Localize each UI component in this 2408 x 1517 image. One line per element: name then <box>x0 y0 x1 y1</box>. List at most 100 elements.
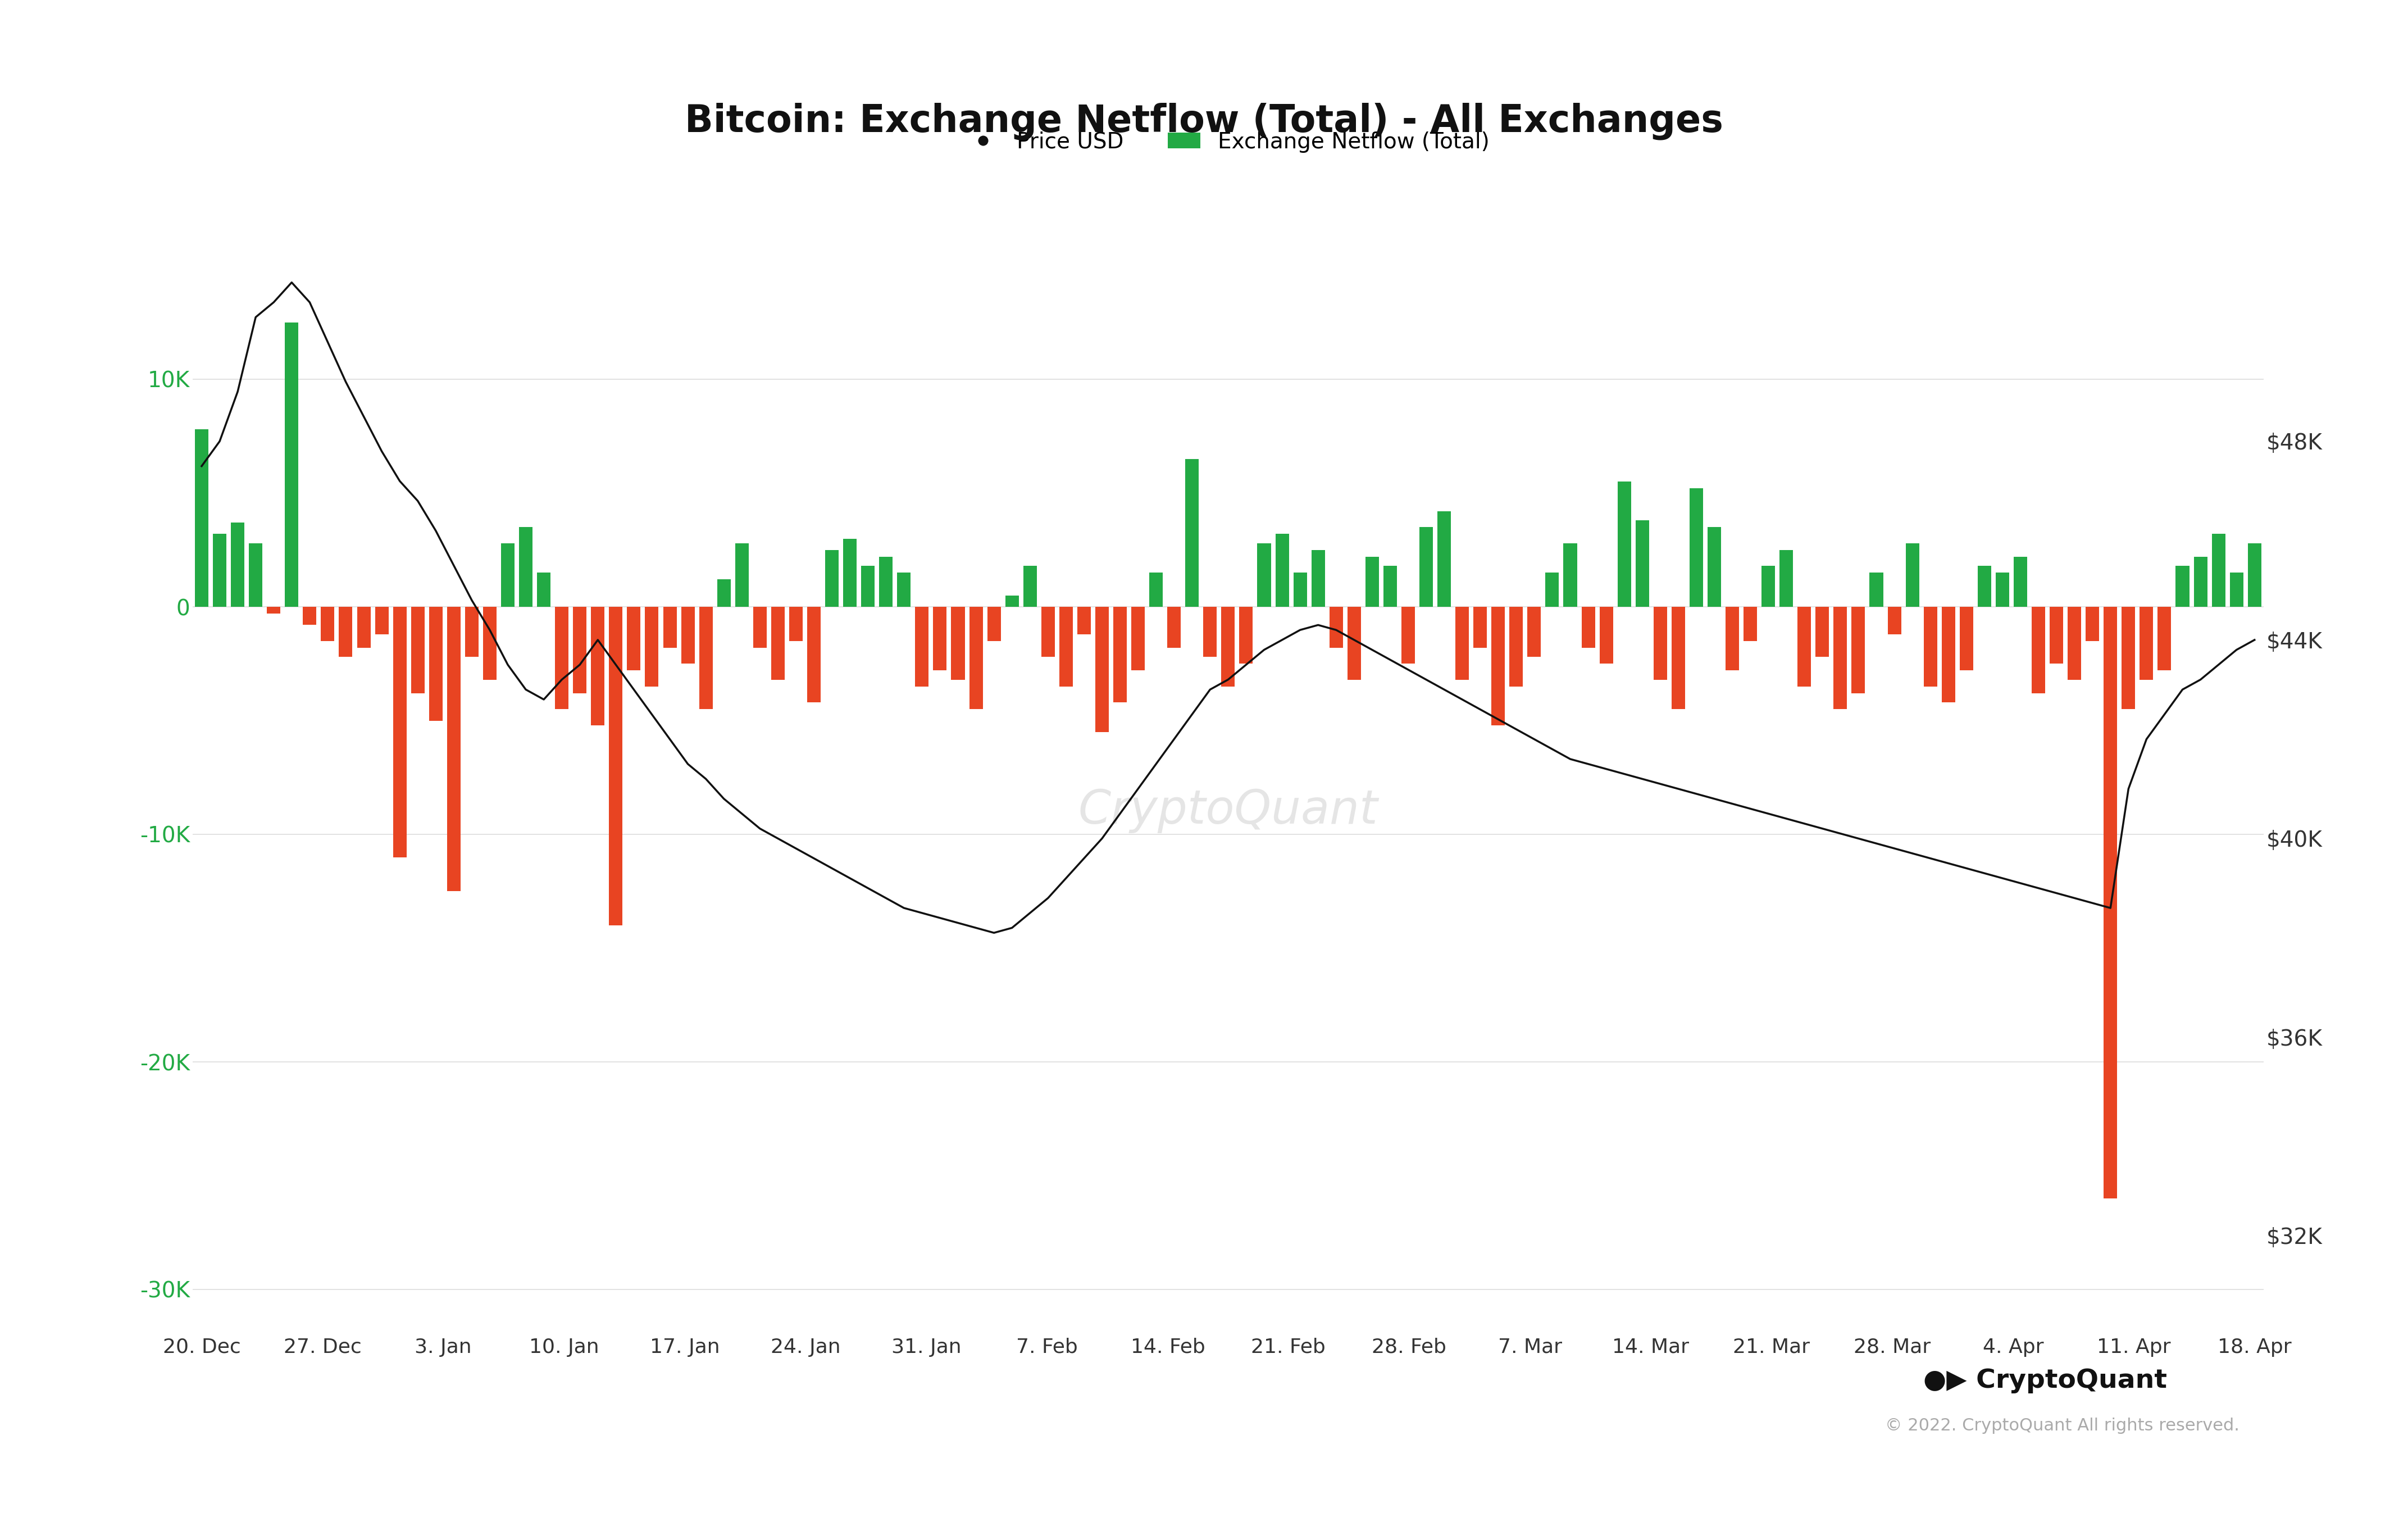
Bar <box>1348 607 1361 680</box>
Bar <box>1023 566 1038 607</box>
Bar <box>987 607 1002 640</box>
Bar <box>898 573 910 607</box>
Bar <box>1257 543 1271 607</box>
Bar <box>465 607 479 657</box>
Bar <box>284 323 299 607</box>
Bar <box>1076 607 1091 634</box>
Bar <box>1004 596 1019 607</box>
Bar <box>1690 488 1702 607</box>
Bar <box>807 607 821 702</box>
Bar <box>1168 607 1180 648</box>
Bar <box>718 579 730 607</box>
Bar <box>1293 573 1308 607</box>
Bar <box>2177 566 2189 607</box>
Bar <box>1491 607 1505 725</box>
Bar <box>1112 607 1127 702</box>
Bar <box>2068 607 2081 680</box>
Bar <box>1474 607 1488 648</box>
Bar <box>790 607 802 640</box>
Bar <box>2194 557 2208 607</box>
Bar <box>915 607 929 686</box>
Bar <box>412 607 424 693</box>
Bar <box>1060 607 1074 686</box>
Bar <box>2247 543 2261 607</box>
Bar <box>1996 573 2008 607</box>
Bar <box>1204 607 1216 657</box>
Bar <box>2158 607 2172 671</box>
Bar <box>843 539 857 607</box>
Bar <box>320 607 335 640</box>
Bar <box>1312 551 1324 607</box>
Bar <box>1527 607 1541 657</box>
Bar <box>609 607 624 925</box>
Bar <box>1816 607 1830 657</box>
Bar <box>2230 573 2244 607</box>
Bar <box>1365 557 1380 607</box>
Bar <box>1418 528 1433 607</box>
Bar <box>1924 607 1936 686</box>
Bar <box>554 607 568 710</box>
Bar <box>520 528 532 607</box>
Bar <box>1796 607 1811 686</box>
Bar <box>1941 607 1955 702</box>
Bar <box>1780 551 1794 607</box>
Bar <box>1329 607 1344 648</box>
Bar <box>1546 573 1558 607</box>
Bar <box>1905 543 1919 607</box>
Bar <box>1582 607 1594 648</box>
Bar <box>862 566 874 607</box>
Bar <box>1707 528 1722 607</box>
Bar <box>1654 607 1666 680</box>
Bar <box>1040 607 1055 657</box>
Legend: Price USD, Exchange Netflow (Total): Price USD, Exchange Netflow (Total) <box>958 123 1498 161</box>
Bar <box>1671 607 1686 710</box>
Bar <box>826 551 838 607</box>
Text: Bitcoin: Exchange Netflow (Total) - All Exchanges: Bitcoin: Exchange Netflow (Total) - All … <box>684 103 1724 140</box>
Bar <box>1599 607 1613 664</box>
Bar <box>231 522 246 607</box>
Bar <box>1563 543 1577 607</box>
Bar <box>590 607 604 725</box>
Bar <box>303 607 315 625</box>
Bar <box>2141 607 2153 680</box>
Bar <box>2049 607 2064 664</box>
Bar <box>2032 607 2044 693</box>
Bar <box>1763 566 1775 607</box>
Bar <box>645 607 657 686</box>
Bar <box>195 429 209 607</box>
Bar <box>376 607 388 634</box>
Bar <box>1635 520 1649 607</box>
Bar <box>1454 607 1469 680</box>
Bar <box>1977 566 1991 607</box>
Text: © 2022. CryptoQuant All rights reserved.: © 2022. CryptoQuant All rights reserved. <box>1885 1418 2239 1434</box>
Bar <box>1221 607 1235 686</box>
Bar <box>2085 607 2100 640</box>
Bar <box>1401 607 1416 664</box>
Bar <box>2121 607 2136 710</box>
Bar <box>1276 534 1288 607</box>
Bar <box>248 543 262 607</box>
Bar <box>662 607 677 648</box>
Bar <box>1185 458 1199 607</box>
Bar <box>1618 482 1630 607</box>
Bar <box>573 607 588 693</box>
Bar <box>1852 607 1866 693</box>
Bar <box>340 607 352 657</box>
Bar <box>1382 566 1397 607</box>
Bar <box>1960 607 1972 671</box>
Bar <box>1727 607 1739 671</box>
Bar <box>771 607 785 680</box>
Bar <box>356 607 371 648</box>
Bar <box>1096 607 1108 733</box>
Text: ●▶ CryptoQuant: ●▶ CryptoQuant <box>1924 1368 2167 1393</box>
Bar <box>2211 534 2225 607</box>
Bar <box>951 607 966 680</box>
Bar <box>626 607 641 671</box>
Bar <box>1438 511 1452 607</box>
Bar <box>1743 607 1758 640</box>
Text: CryptoQuant: CryptoQuant <box>1079 787 1377 833</box>
Bar <box>2013 557 2028 607</box>
Bar <box>537 573 551 607</box>
Bar <box>879 557 893 607</box>
Bar <box>2105 607 2117 1198</box>
